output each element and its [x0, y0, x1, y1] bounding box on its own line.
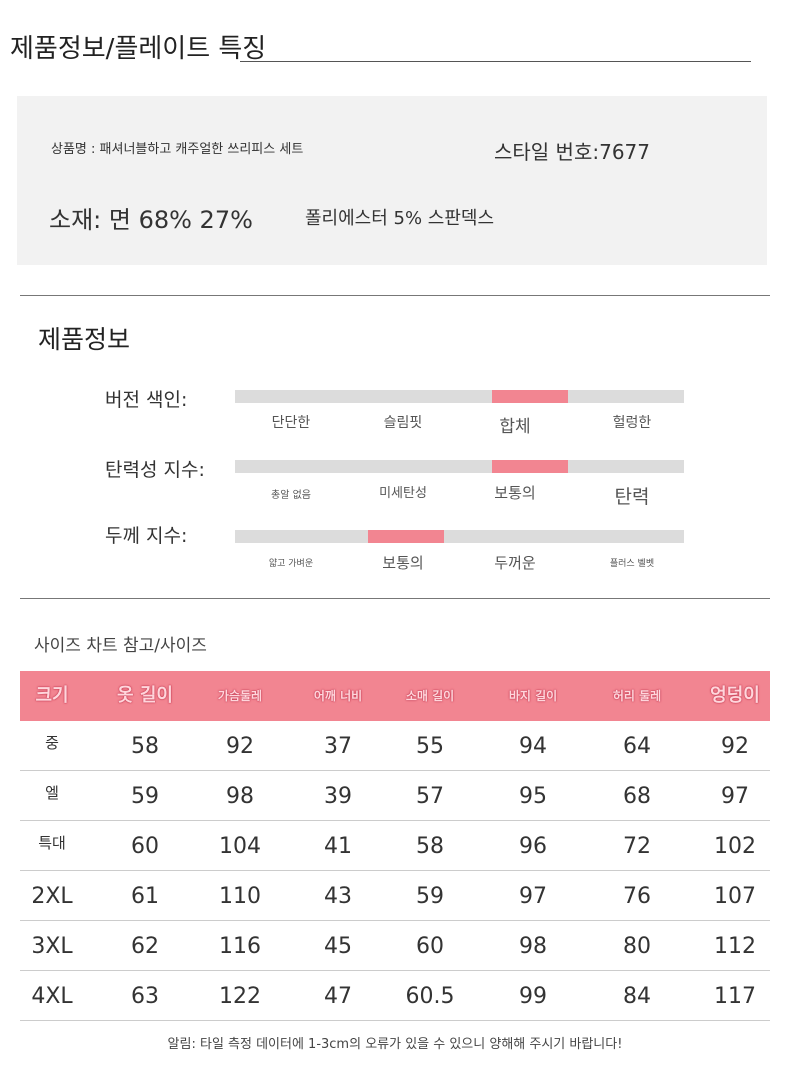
- size-note: 알림: 타일 측정 데이터에 1-3cm의 오류가 있을 수 있으니 양해해 주…: [167, 1037, 623, 1052]
- scale-level: 두꺼운: [494, 554, 536, 572]
- table-row: 엘 59 98 39 57 95 68 97: [20, 771, 770, 821]
- table-cell: 98: [226, 784, 254, 809]
- size-label: 3XL: [31, 934, 73, 959]
- scale-level: 헐렁한: [612, 415, 652, 431]
- table-cell: 57: [416, 784, 444, 809]
- table-row: 중 58 92 37 55 94 64 92: [20, 721, 770, 771]
- table-cell: 107: [714, 884, 756, 909]
- table-cell: 58: [131, 734, 159, 759]
- table-cell: 43: [324, 884, 352, 909]
- table-cell: 112: [714, 934, 756, 959]
- table-cell: 37: [324, 734, 352, 759]
- scale-level: 단단한: [271, 415, 311, 431]
- size-label: 엘: [45, 784, 59, 802]
- column-header: 어깨 너비: [313, 689, 363, 703]
- table-cell: 41: [324, 834, 352, 859]
- table-cell: 102: [714, 834, 756, 859]
- table-cell: 84: [623, 984, 651, 1009]
- table-cell: 68: [623, 784, 651, 809]
- scale-level: 얇고 가벼운: [268, 559, 314, 569]
- page-title: 제품정보/플레이트 특징: [10, 34, 267, 64]
- table-cell: 99: [519, 984, 547, 1009]
- scale-indicator: [492, 460, 568, 473]
- size-label: 4XL: [31, 984, 73, 1009]
- table-row: 2XL 61 110 43 59 97 76 107: [20, 871, 770, 921]
- divider: [20, 598, 770, 599]
- scale-level: 보통의: [382, 554, 424, 572]
- table-cell: 59: [416, 884, 444, 909]
- table-cell: 60: [131, 834, 159, 859]
- divider: [240, 61, 751, 62]
- size-label: 2XL: [31, 884, 73, 909]
- table-cell: 55: [416, 734, 444, 759]
- table-cell: 92: [721, 734, 749, 759]
- column-header: 크기: [35, 685, 69, 706]
- table-row: 특대 60 104 41 58 96 72 102: [20, 821, 770, 871]
- scale-level: 슬림핏: [383, 415, 423, 431]
- scale-indicator: [368, 530, 444, 543]
- material-main: 소재: 면 68% 27%: [49, 206, 253, 234]
- table-cell: 117: [714, 984, 756, 1009]
- scale-indicator: [492, 390, 568, 403]
- table-cell: 59: [131, 784, 159, 809]
- table-cell: 110: [219, 884, 261, 909]
- scale-level: 보통의: [494, 484, 536, 502]
- product-info-box: 상품명 : 패셔너블하고 캐주얼한 쓰리피스 세트 스타일 번호:7677 소재…: [17, 96, 767, 265]
- table-cell: 104: [219, 834, 261, 859]
- scale-label: 탄력성 지수:: [105, 459, 205, 481]
- size-label: 특대: [38, 834, 66, 852]
- column-header: 엉덩이: [710, 685, 760, 706]
- scale-bar: [235, 530, 684, 543]
- table-row: 4XL 63 122 47 60.5 99 84 117: [20, 971, 770, 1021]
- column-header: 옷 길이: [117, 685, 173, 706]
- column-header: 바지 길이: [508, 689, 558, 703]
- table-cell: 39: [324, 784, 352, 809]
- column-header: 가슴둘레: [217, 689, 263, 703]
- scale-level: 미세탄성: [379, 486, 427, 501]
- scale-bar: [235, 390, 684, 403]
- column-header: 소매 길이: [405, 689, 455, 703]
- table-cell: 76: [623, 884, 651, 909]
- section-heading: 제품정보: [38, 325, 131, 354]
- scale-label: 버전 색인:: [105, 389, 188, 411]
- table-cell: 92: [226, 734, 254, 759]
- table-cell: 80: [623, 934, 651, 959]
- table-cell: 45: [324, 934, 352, 959]
- table-cell: 47: [324, 984, 352, 1009]
- table-cell: 97: [519, 884, 547, 909]
- table-cell: 61: [131, 884, 159, 909]
- product-name: 상품명 : 패셔너블하고 캐주얼한 쓰리피스 세트: [51, 142, 304, 157]
- table-cell: 72: [623, 834, 651, 859]
- style-number: 스타일 번호:7677: [494, 140, 650, 164]
- table-cell: 116: [219, 934, 261, 959]
- table-cell: 63: [131, 984, 159, 1009]
- table-cell: 97: [721, 784, 749, 809]
- scale-level: 합체: [499, 417, 531, 437]
- scale-level: 플러스 벨벳: [609, 559, 655, 569]
- size-table-header: 크기 옷 길이 가슴둘레 어깨 너비 소매 길이 바지 길이 허리 둘레 엉덩이: [20, 671, 770, 721]
- divider: [20, 295, 770, 296]
- size-label: 중: [45, 734, 59, 752]
- table-cell: 58: [416, 834, 444, 859]
- scale-level: 총알 없음: [271, 490, 311, 501]
- table-cell: 60.5: [405, 984, 455, 1009]
- material-rest: 폴리에스터 5% 스판덱스: [305, 208, 495, 229]
- table-cell: 96: [519, 834, 547, 859]
- table-cell: 64: [623, 734, 651, 759]
- table-cell: 60: [416, 934, 444, 959]
- table-cell: 95: [519, 784, 547, 809]
- column-header: 허리 둘레: [612, 689, 662, 703]
- scale-bar: [235, 460, 684, 473]
- table-cell: 122: [219, 984, 261, 1009]
- table-cell: 98: [519, 934, 547, 959]
- table-row: 3XL 62 116 45 60 98 80 112: [20, 921, 770, 971]
- table-cell: 94: [519, 734, 547, 759]
- scale-level: 탄력: [614, 486, 650, 508]
- table-cell: 62: [131, 934, 159, 959]
- size-chart-heading: 사이즈 차트 참고/사이즈: [34, 636, 207, 656]
- scale-label: 두께 지수:: [105, 525, 188, 547]
